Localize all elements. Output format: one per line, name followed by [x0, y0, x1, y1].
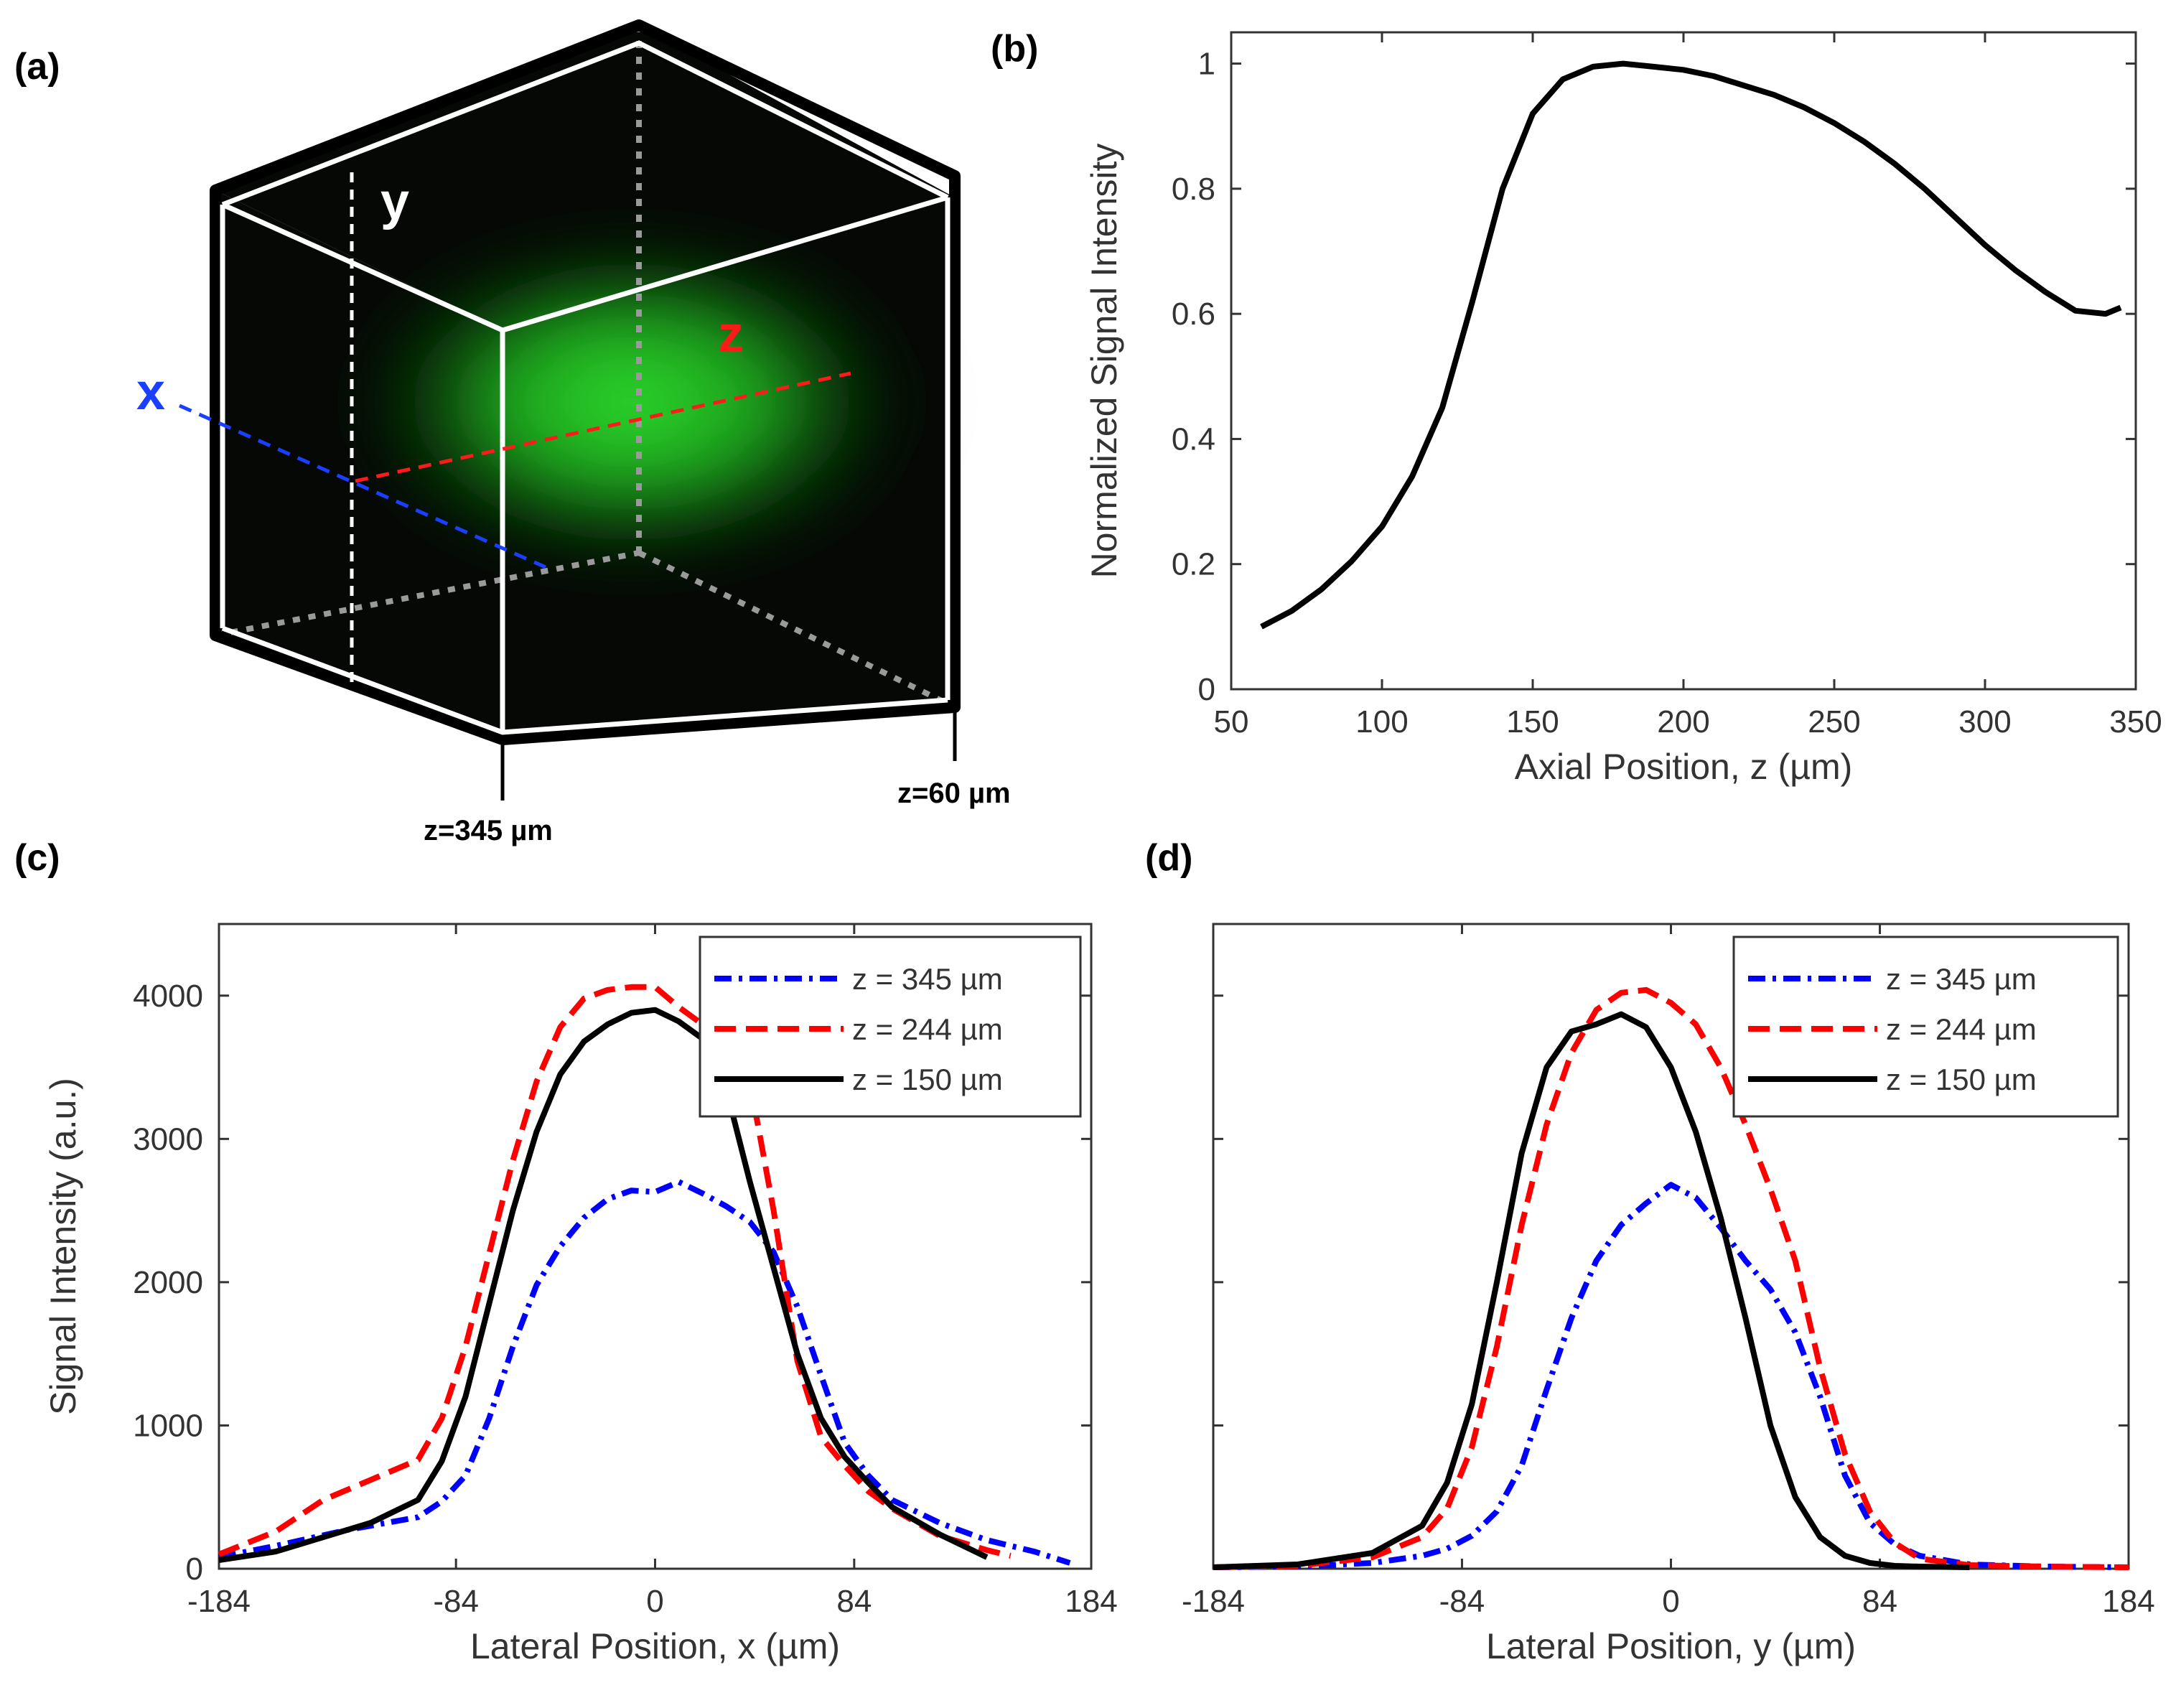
- series-line-z-345-m: [1213, 1182, 2129, 1570]
- x-tick-label: -184: [187, 1584, 251, 1619]
- y-tick-label: 3000: [133, 1121, 203, 1157]
- y-tick-label: 1000: [133, 1408, 203, 1443]
- legend-label: z = 150 µm: [1886, 1063, 2037, 1096]
- panel-c: (c) -184 -84 0 84 184 0 1000 2000 3000 4000 Latera…: [14, 837, 1118, 1666]
- cube-top-face: [215, 25, 955, 330]
- y-axis-title: Normalized Signal Intensity: [1084, 144, 1124, 579]
- legend-label: z = 345 µm: [852, 962, 1003, 996]
- chart-b-frame: [1230, 31, 2137, 691]
- z-axis-label: z: [718, 306, 744, 363]
- panel-a-label: (a): [14, 46, 60, 88]
- hidden-edge-right: [638, 550, 956, 710]
- panel-b-label: (b): [991, 28, 1038, 70]
- x-tick-label: -184: [1182, 1584, 1245, 1619]
- legend-label: z = 345 µm: [1886, 962, 2037, 996]
- legend-label: z = 244 µm: [1886, 1012, 2037, 1046]
- x-tick-label: 84: [836, 1584, 872, 1619]
- x-tick-label: 100: [1355, 704, 1408, 739]
- cube-bottom-edge: [221, 625, 948, 735]
- panel-a: (a) y x z z=345 µm z=60 µm: [14, 19, 1011, 846]
- panel-c-label: (c): [14, 837, 60, 879]
- series-line-z-244-m: [1213, 986, 2129, 1570]
- x-axis-line: [178, 403, 547, 569]
- x-tick-label: 350: [2109, 704, 2162, 739]
- chart-b: 50 100 150 200 250 300 350 0 0.2 0.4 0.6 0.8 1 Axial …: [1084, 31, 2162, 787]
- x-tick-label: 84: [1862, 1584, 1897, 1619]
- y-axis-label: y: [380, 173, 409, 230]
- z-front-label: z=345 µm: [424, 815, 553, 846]
- x-tick-label: 184: [2102, 1584, 2154, 1619]
- x-tick-label: 184: [1065, 1584, 1117, 1619]
- x-tick-label: -84: [433, 1584, 479, 1619]
- cube-top-back-edge: [221, 40, 949, 207]
- x-axis-label: x: [136, 363, 165, 421]
- series-line-z-150-m: [1213, 1011, 1970, 1570]
- y-tick-label: 4000: [133, 979, 203, 1014]
- series-line-normalized: [1260, 60, 2122, 630]
- series-line-z-244-m: [218, 984, 1012, 1559]
- y-tick-label: 0.8: [1172, 172, 1215, 207]
- x-axis-title: Lateral Position, x (µm): [470, 1626, 840, 1666]
- chart-d: -184 -84 0 84 184 Lateral Position, y (µm) z =…: [1182, 923, 2155, 1666]
- series-line-z-150-m: [218, 1007, 989, 1563]
- x-tick-label: -84: [1439, 1584, 1485, 1619]
- x-tick-label: 200: [1657, 704, 1709, 739]
- y-tick-label: 0: [1198, 672, 1215, 707]
- panel-b: (b) 50 100 150 200 250 300 350 0 0.2 0.4 0.6 0.8 1 Ax…: [991, 28, 2162, 787]
- legend-label: z = 150 µm: [852, 1063, 1003, 1096]
- z-back-label: z=60 µm: [897, 778, 1011, 809]
- y-tick-label: 2000: [133, 1265, 203, 1300]
- y-tick-label: 0: [186, 1551, 203, 1587]
- x-axis-title: Axial Position, z (µm): [1515, 747, 1853, 787]
- y-tick-label: 0.6: [1172, 297, 1215, 332]
- panel-d: (d) -184 -84 0 84 184 Lateral Position, y (µm…: [1145, 837, 2155, 1666]
- x-tick-label: 150: [1506, 704, 1559, 739]
- y-tick-label: 0.4: [1172, 421, 1215, 457]
- x-tick-label: 300: [1958, 704, 2011, 739]
- series-line-z-345-m: [218, 1179, 1071, 1566]
- fluorescence-glow: [330, 223, 933, 582]
- legend-label: z = 244 µm: [852, 1012, 1003, 1046]
- x-tick-label: 0: [646, 1584, 663, 1619]
- x-tick-label: 50: [1214, 704, 1249, 739]
- chart-c: -184 -84 0 84 184 0 1000 2000 3000 4000 Lateral Po…: [43, 923, 1118, 1666]
- x-tick-label: 250: [1808, 704, 1860, 739]
- y-axis-title: Signal Intensity (a.u.): [43, 1078, 83, 1415]
- panel-d-label: (d): [1145, 837, 1192, 879]
- y-tick-label: 0.2: [1172, 547, 1215, 582]
- y-tick-label: 1: [1198, 47, 1215, 82]
- x-axis-title: Lateral Position, y (µm): [1486, 1626, 1856, 1666]
- x-tick-label: 0: [1662, 1584, 1679, 1619]
